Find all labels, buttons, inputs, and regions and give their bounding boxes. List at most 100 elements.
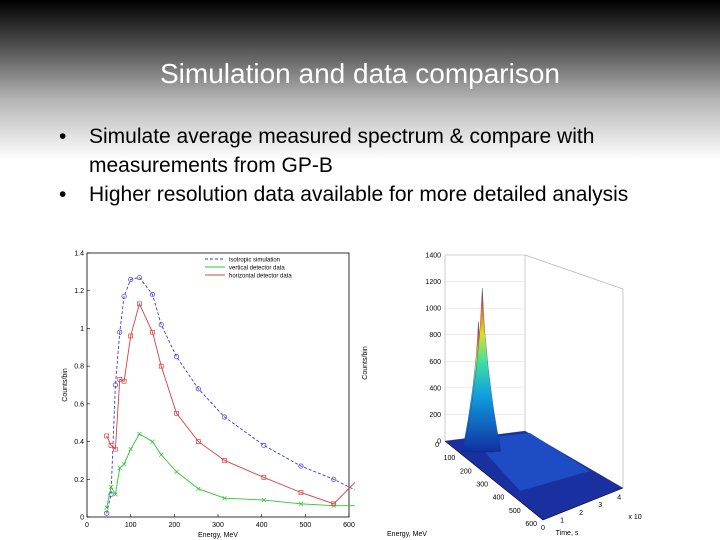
energy-axis-label: Energy, MeV [387,531,427,538]
y-axis-label: Counts/bin [62,368,69,402]
y-tick-label: 1 [80,326,84,333]
z-tick-label: 200 [429,412,441,419]
x-tick-label: 0 [85,522,89,529]
energy-tick-label: 500 [509,508,521,515]
time-tick-label: 1 [560,517,564,524]
series-line [106,277,355,514]
bullet-dot-icon: • [59,183,67,206]
slide-title: Simulation and data comparison [159,58,560,89]
time-axis-label: Time, s [556,530,579,537]
y-tick-label: 1.4 [74,251,84,258]
time-tick-label: 4 [617,495,621,502]
data-point [121,378,127,384]
y-tick-label: 1.2 [74,288,84,295]
chart-area: 0 100 200 300 400 500 600 0 0.2 0.4 0.6 0.8 1 1.2 1.4 … [55,245,653,540]
data-point [222,458,227,463]
data-point [104,510,110,516]
x-tick-label: 300 [212,522,224,529]
bullet-text: Simulate average measured spectrum & com… [89,125,595,177]
y-tick-label: 0.8 [74,364,84,371]
energy-tick-label: 600 [525,521,537,528]
data-point [173,354,180,360]
data-point [222,495,227,501]
legend: isotropic simulation vertical detector da… [205,257,292,279]
data-point [113,492,118,497]
data-point [149,291,156,298]
energy-tick-label: 300 [476,482,488,489]
data-point [261,475,267,480]
bullet-dot-icon: • [59,125,67,148]
data-point [136,274,142,281]
y-tick-label: 0.6 [74,401,84,408]
x-axis-label: Energy, MeV [198,532,238,539]
legend-label: vertical detector data [229,265,285,271]
time-axis [542,487,624,521]
series-3 [104,301,355,507]
data-point [121,293,127,299]
data-point [222,414,228,420]
z-tick-label: 1200 [425,279,441,286]
x-tick-label: 400 [256,522,268,529]
x-tick-label: 600 [343,522,355,529]
x-tick-label: 200 [168,522,180,529]
surface-floor-shade [473,433,590,491]
z-tick-label: 800 [429,332,441,339]
bullet-text: Higher resolution data available for mor… [89,183,629,206]
data-point [158,363,164,369]
data-point [112,382,118,388]
data-point [113,446,118,452]
data-point [331,501,337,507]
data-point [158,452,164,458]
time-tick-label: 0 [541,525,545,532]
data-point [128,333,134,339]
data-point [117,465,122,471]
data-point [261,497,267,503]
y-tick-label: 0 [80,515,84,522]
time-tick-label: 3 [598,502,602,509]
data-point [174,410,179,416]
z-axis-label: Counts/bin [362,346,369,380]
series-2 [104,431,355,510]
data-point [150,329,155,335]
data-point [117,329,123,335]
data-point [298,463,304,469]
data-point [196,486,201,491]
z-tick-label: 400 [429,385,441,392]
data-point [108,442,114,448]
x-tick-label: 100 [125,522,137,529]
x-tick-label: 500 [299,522,311,529]
data-point [196,439,201,444]
data-point [158,322,164,328]
bullet-list: • Simulate average measured spectrum & co… [55,122,695,209]
data-point [298,490,304,495]
data-point [150,439,155,444]
energy-axis [444,440,544,521]
energy-tick-label: 400 [493,495,505,502]
data-point [104,505,109,510]
data-point [121,461,127,467]
surface-peak [463,288,502,452]
energy-tick-label: 100 [444,455,456,462]
legend-label: isotropic simulation [229,257,280,263]
plot-frame [86,252,350,518]
z-tick-label: 0 [437,439,441,446]
series-line [106,302,355,505]
bullet-item: • Higher resolution data available for mo… [55,180,695,209]
time-axis-multiplier: x 10 [628,514,641,521]
z-tick-label: 1400 [425,253,441,260]
bullet-item: • Simulate average measured spectrum & co… [55,122,695,180]
data-point [104,433,110,439]
data-point [108,484,114,490]
legend-label: horizontal detector data [229,273,292,279]
series-line [106,433,355,508]
data-point [261,442,267,448]
z-tick-label: 600 [429,359,441,366]
data-point [331,476,337,482]
data-point [195,386,201,392]
y-tick-label: 0.4 [74,439,84,446]
data-point [298,501,304,507]
time-tick-label: 2 [579,510,583,517]
data-point [174,469,179,474]
data-point [108,491,114,497]
energy-tick-label: 0 [435,442,439,449]
